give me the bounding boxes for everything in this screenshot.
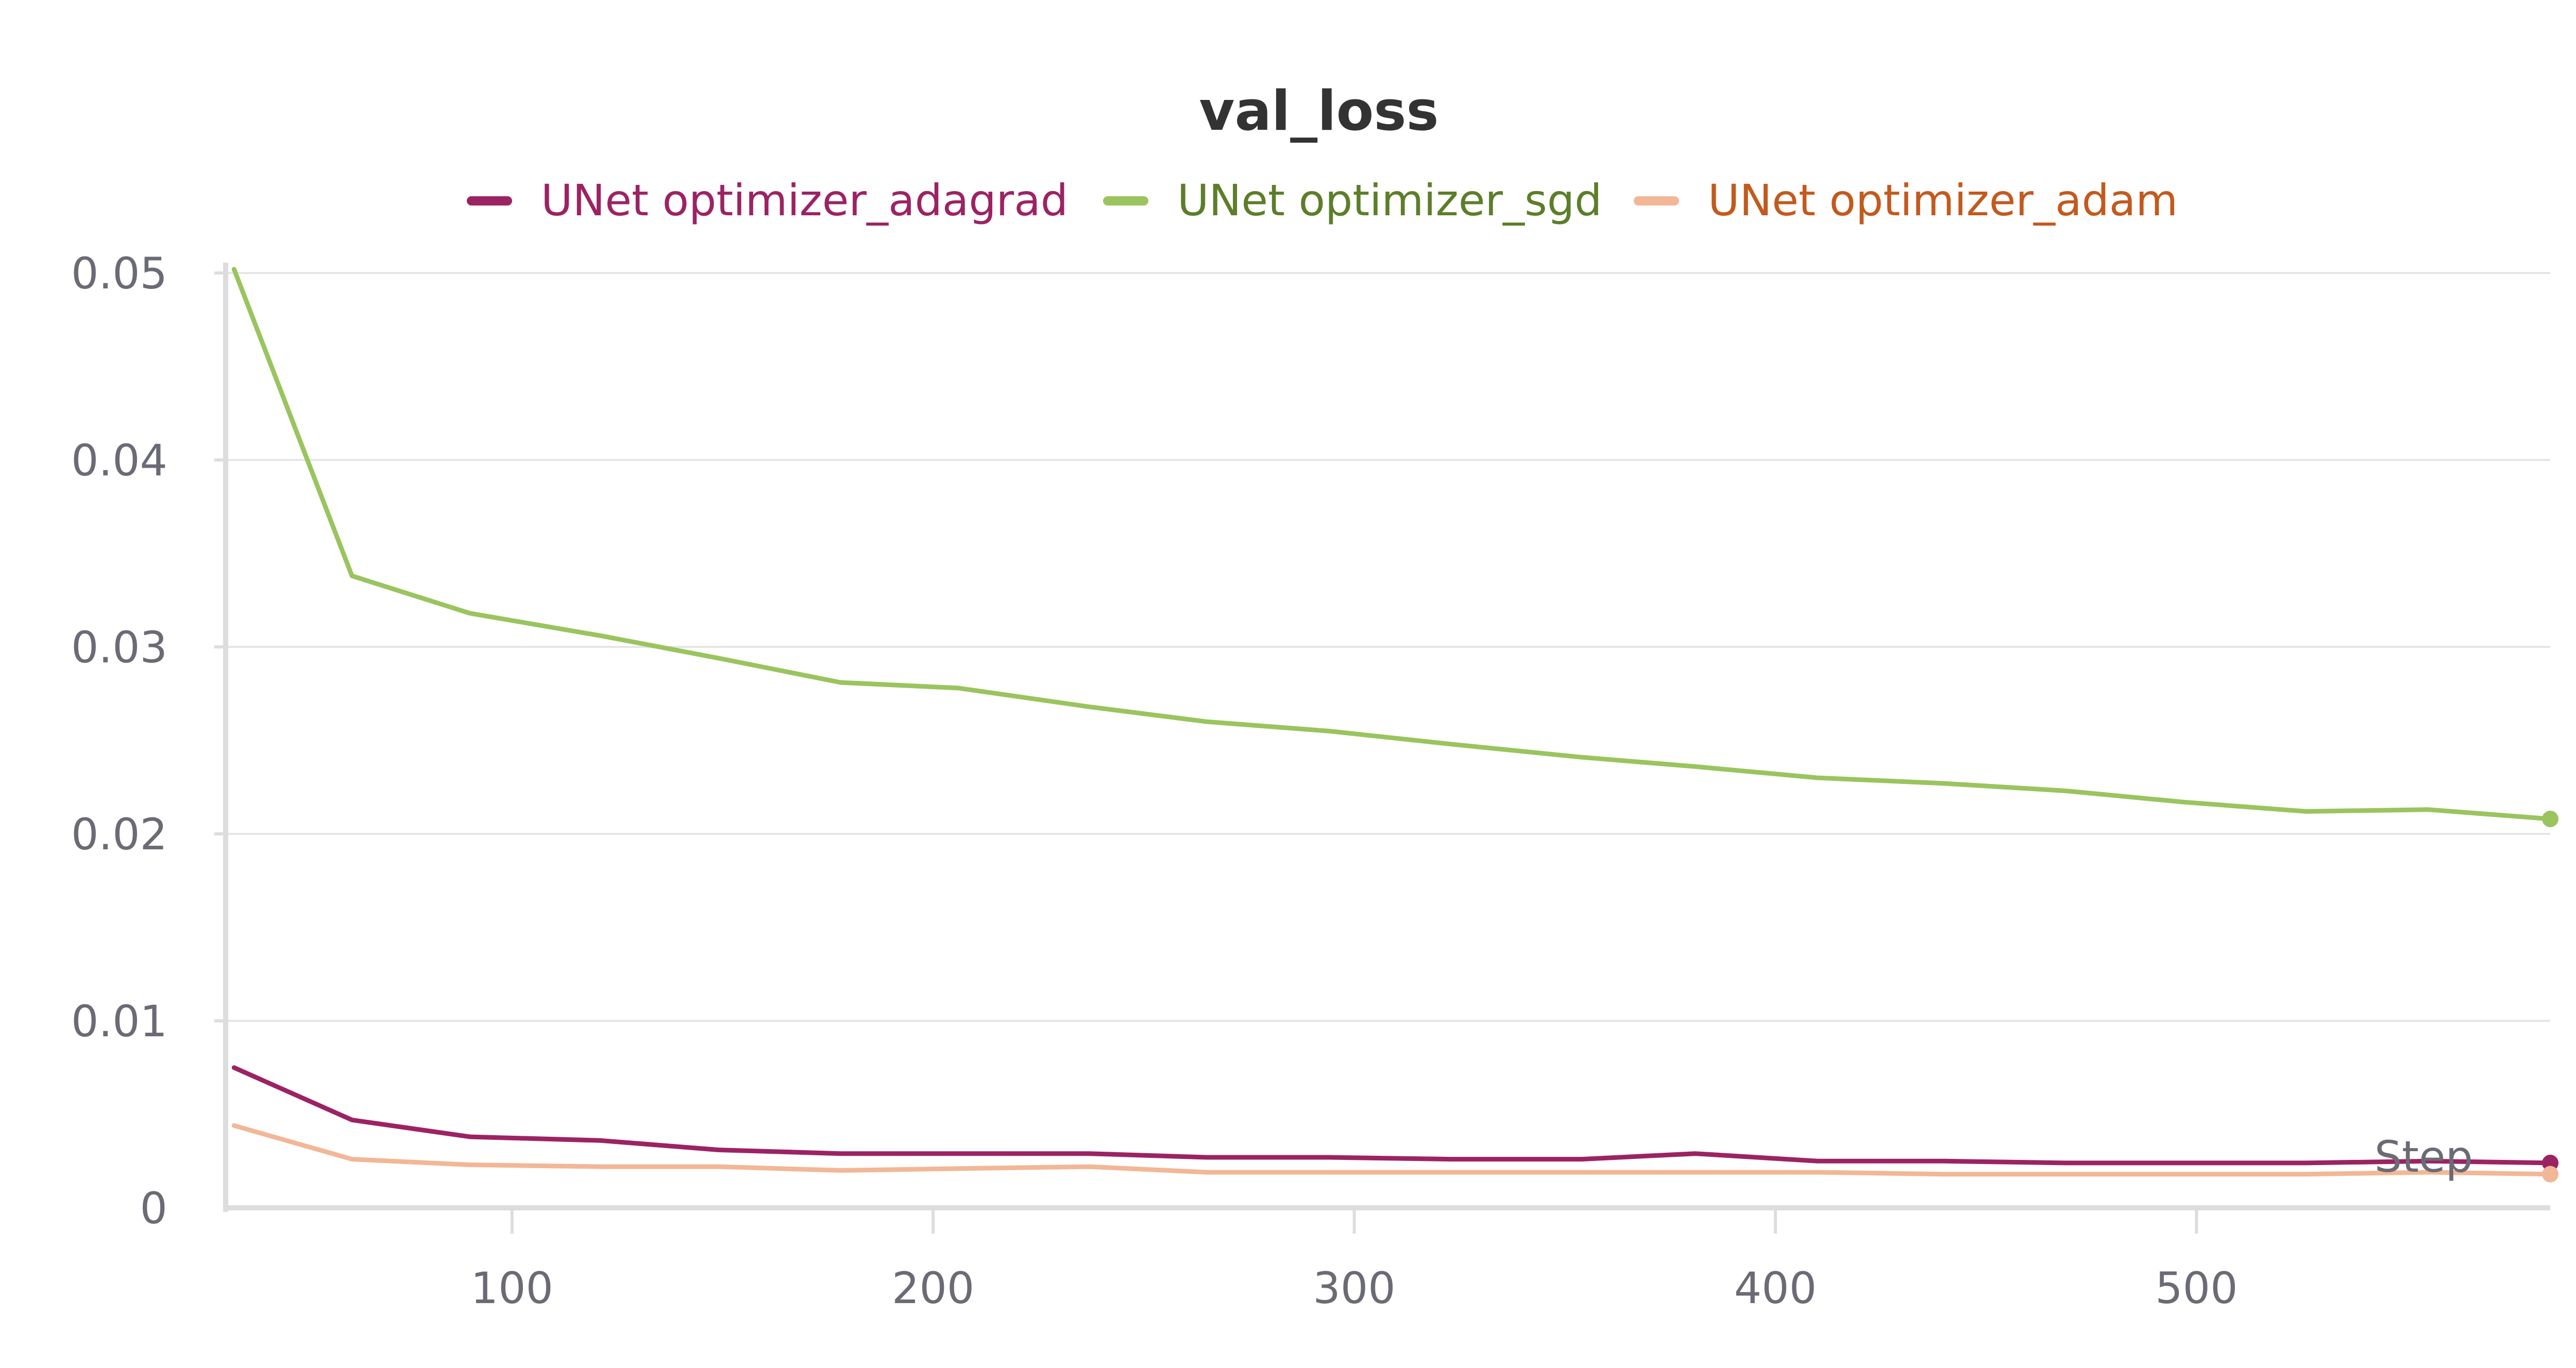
series-end-point-1	[2542, 810, 2558, 827]
series-line-1	[231, 267, 2553, 822]
x-axis-ticks: 100 200 300 400 500	[471, 1208, 2238, 1313]
series-line-0	[231, 1065, 2553, 1166]
legend-label: UNet optimizer_sgd	[1177, 175, 1602, 226]
x-tick-label: 200	[892, 1263, 974, 1313]
x-tick-label: 300	[1313, 1263, 1395, 1313]
x-tick-label: 100	[471, 1263, 553, 1313]
chart-title: val_loss	[1199, 79, 1438, 143]
y-tick-label: 0.03	[71, 622, 167, 673]
y-axis-ticks: 0 0.01 0.02 0.03 0.04 0.05	[71, 248, 167, 1234]
x-tick-label: 500	[2155, 1263, 2238, 1313]
legend-label: UNet optimizer_adam	[1708, 175, 2178, 226]
series-line-2	[231, 1123, 2553, 1177]
x-axis-label: Step	[2375, 1132, 2473, 1182]
legend-label: UNet optimizer_adagrad	[541, 175, 1068, 226]
x-tick-label: 400	[1734, 1263, 1817, 1313]
grid-lines	[214, 271, 2550, 1022]
series-lines	[231, 267, 2558, 1183]
axes	[223, 263, 2550, 1212]
y-tick-label: 0.04	[71, 435, 167, 486]
y-tick-label: 0.01	[71, 996, 167, 1047]
legend: UNet optimizer_adagrad UNet optimizer_sgd…	[467, 175, 2178, 226]
series-end-point-2	[2542, 1166, 2558, 1183]
y-tick-label: 0.02	[71, 809, 167, 860]
y-tick-label: 0	[140, 1183, 167, 1234]
y-tick-label: 0.05	[71, 248, 167, 299]
